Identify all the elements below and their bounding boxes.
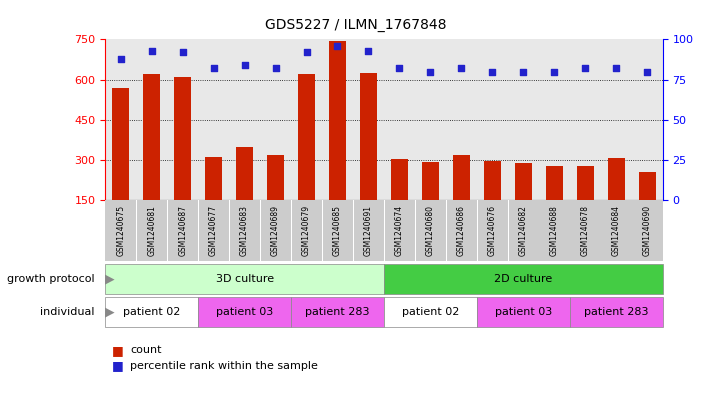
Point bbox=[270, 65, 282, 72]
Bar bbox=[236, 147, 253, 200]
Point bbox=[486, 68, 498, 75]
Bar bbox=[143, 73, 160, 200]
Bar bbox=[267, 155, 284, 200]
Text: GSM1240685: GSM1240685 bbox=[333, 206, 342, 256]
Text: ■: ■ bbox=[112, 359, 124, 373]
Text: growth protocol: growth protocol bbox=[7, 274, 95, 284]
Point bbox=[363, 48, 374, 54]
Point bbox=[456, 65, 467, 72]
Text: GSM1240674: GSM1240674 bbox=[395, 205, 404, 257]
Point bbox=[611, 65, 622, 72]
Text: ■: ■ bbox=[112, 343, 124, 357]
Point bbox=[641, 68, 653, 75]
Text: GDS5227 / ILMN_1767848: GDS5227 / ILMN_1767848 bbox=[264, 18, 447, 32]
Text: patient 283: patient 283 bbox=[584, 307, 648, 317]
Bar bbox=[112, 88, 129, 200]
Text: 2D culture: 2D culture bbox=[494, 274, 552, 284]
Point bbox=[115, 55, 127, 62]
Text: GSM1240683: GSM1240683 bbox=[240, 206, 249, 256]
Bar bbox=[205, 157, 222, 200]
Text: GSM1240678: GSM1240678 bbox=[581, 206, 589, 256]
Bar bbox=[453, 155, 470, 200]
Bar bbox=[174, 77, 191, 200]
Text: GSM1240682: GSM1240682 bbox=[519, 206, 528, 256]
Text: GSM1240684: GSM1240684 bbox=[611, 206, 621, 256]
Bar bbox=[483, 162, 501, 200]
Text: GSM1240690: GSM1240690 bbox=[643, 205, 652, 257]
Text: count: count bbox=[130, 345, 161, 355]
Point bbox=[518, 68, 529, 75]
Text: patient 02: patient 02 bbox=[402, 307, 459, 317]
Bar bbox=[360, 73, 377, 200]
Text: patient 03: patient 03 bbox=[495, 307, 552, 317]
Text: GSM1240680: GSM1240680 bbox=[426, 206, 435, 256]
Text: GSM1240676: GSM1240676 bbox=[488, 205, 497, 257]
Bar bbox=[422, 162, 439, 200]
Bar bbox=[298, 74, 315, 200]
Text: GSM1240687: GSM1240687 bbox=[178, 206, 187, 256]
Point bbox=[424, 68, 436, 75]
Point bbox=[177, 49, 188, 55]
Bar bbox=[577, 166, 594, 200]
Text: patient 283: patient 283 bbox=[305, 307, 370, 317]
Text: GSM1240679: GSM1240679 bbox=[302, 205, 311, 257]
Point bbox=[332, 42, 343, 49]
Bar bbox=[546, 166, 563, 200]
Text: ▶: ▶ bbox=[105, 305, 115, 318]
Point bbox=[394, 65, 405, 72]
Point bbox=[301, 49, 312, 55]
Point bbox=[239, 62, 250, 68]
Text: GSM1240689: GSM1240689 bbox=[271, 206, 280, 256]
Text: percentile rank within the sample: percentile rank within the sample bbox=[130, 361, 318, 371]
Text: GSM1240675: GSM1240675 bbox=[116, 205, 125, 257]
Text: GSM1240677: GSM1240677 bbox=[209, 205, 218, 257]
Text: GSM1240691: GSM1240691 bbox=[364, 206, 373, 256]
Text: GSM1240686: GSM1240686 bbox=[457, 206, 466, 256]
Text: GSM1240681: GSM1240681 bbox=[147, 206, 156, 256]
Text: ▶: ▶ bbox=[105, 273, 115, 286]
Text: GSM1240688: GSM1240688 bbox=[550, 206, 559, 256]
Text: patient 03: patient 03 bbox=[216, 307, 273, 317]
Text: 3D culture: 3D culture bbox=[215, 274, 274, 284]
Bar bbox=[391, 159, 408, 200]
Bar bbox=[638, 172, 656, 200]
Bar bbox=[608, 158, 625, 200]
Bar bbox=[329, 40, 346, 200]
Point bbox=[549, 68, 560, 75]
Bar bbox=[515, 163, 532, 200]
Text: patient 02: patient 02 bbox=[123, 307, 181, 317]
Point bbox=[579, 65, 591, 72]
Point bbox=[208, 65, 219, 72]
Point bbox=[146, 48, 157, 54]
Text: individual: individual bbox=[40, 307, 95, 317]
